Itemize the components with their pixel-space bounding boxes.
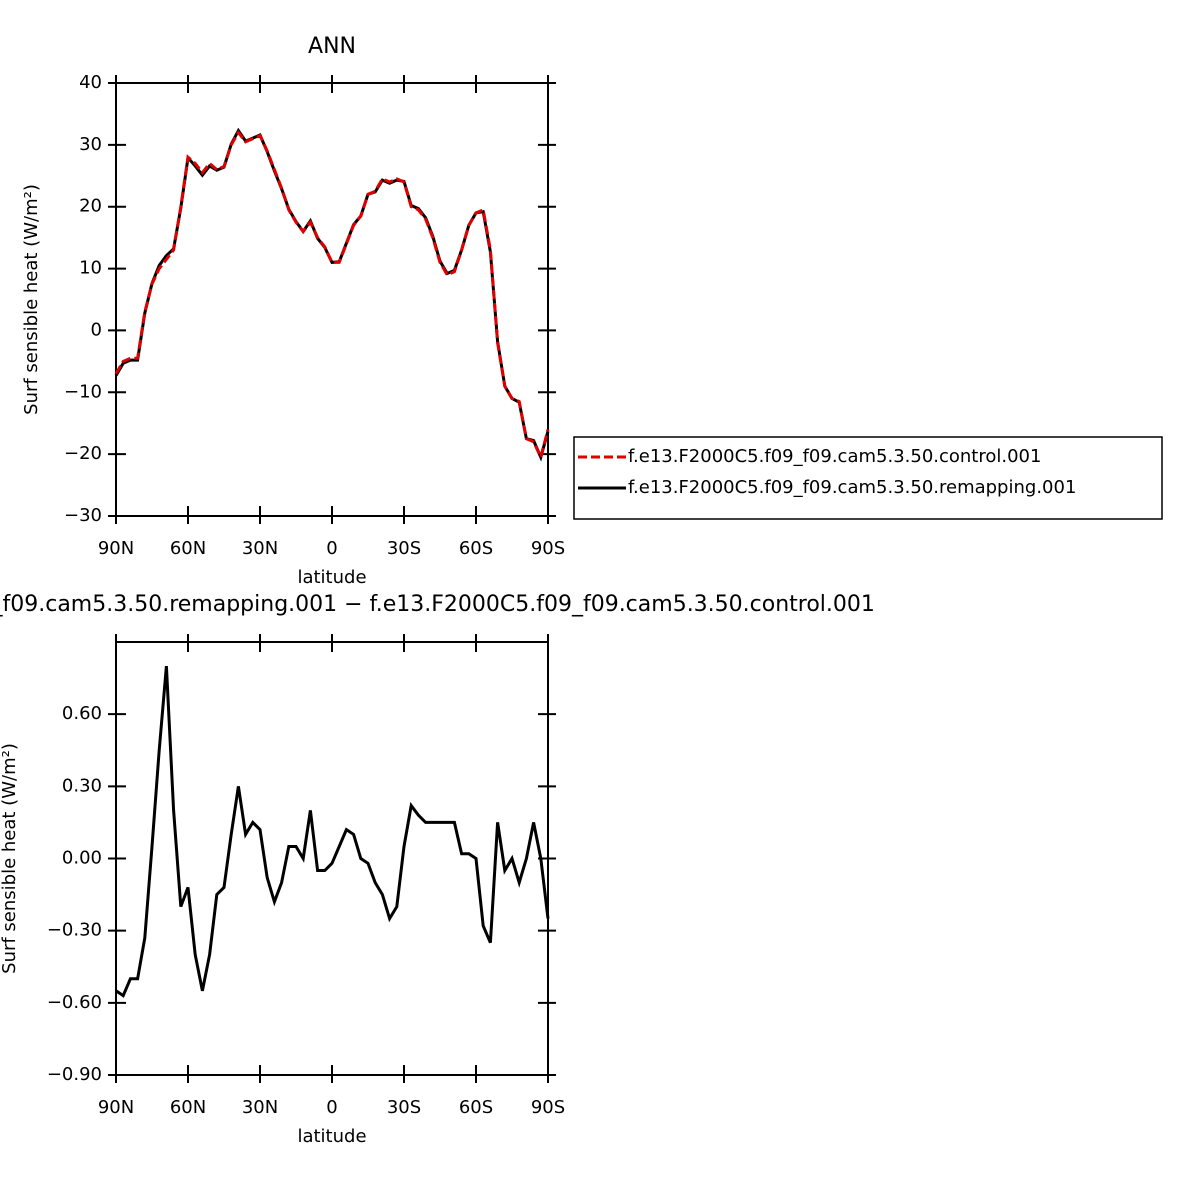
plot-frame — [115, 641, 549, 1076]
y-tick-label: 0.30 — [62, 775, 102, 796]
y-tick-label: 0.00 — [62, 848, 102, 869]
x-tick-label: 30N — [242, 1097, 278, 1118]
x-tick-label: 0 — [326, 538, 337, 559]
x-tick-label: 0 — [326, 1097, 337, 1118]
y-axis-label: Surf sensible heat (W/m²) — [21, 184, 42, 415]
plot-frame — [115, 82, 549, 517]
x-tick-label: 90S — [531, 538, 565, 559]
y-tick-label: −20 — [64, 443, 102, 464]
x-tick-label: 30N — [242, 538, 278, 559]
y-tick-label: −30 — [64, 505, 102, 526]
y-tick-label: −10 — [64, 381, 102, 402]
y-tick-label: 0 — [91, 319, 102, 340]
x-tick-label: 30S — [387, 538, 421, 559]
y-tick-label: 0.60 — [62, 703, 102, 724]
x-tick-label: 30S — [387, 1097, 421, 1118]
x-tick-label: 60N — [170, 1097, 206, 1118]
data-line — [115, 665, 550, 998]
chart-title: f.e13.F2000C5.f09_f09.cam5.3.50.remappin… — [0, 592, 875, 617]
x-tick-label: 90S — [531, 1097, 565, 1118]
legend-label: f.e13.F2000C5.f09_f09.cam5.3.50.remappin… — [628, 477, 1076, 498]
chart-title: ANN — [308, 34, 356, 59]
x-tick-label: 90N — [98, 538, 134, 559]
x-axis-label: latitude — [297, 567, 366, 588]
y-tick-label: 40 — [79, 72, 102, 93]
y-axis-label: Surf sensible heat (W/m²) — [0, 743, 20, 974]
y-tick-label: −0.30 — [47, 920, 102, 941]
y-tick-label: −0.60 — [47, 992, 102, 1013]
data-line — [114, 129, 550, 462]
y-tick-label: 20 — [79, 196, 102, 217]
x-tick-label: 60S — [459, 1097, 493, 1118]
legend-box — [573, 436, 1163, 520]
x-tick-label: 60S — [459, 538, 493, 559]
x-tick-label: 60N — [170, 538, 206, 559]
legend-label: f.e13.F2000C5.f09_f09.cam5.3.50.control.… — [628, 446, 1041, 467]
y-tick-label: 30 — [79, 134, 102, 155]
x-axis-label: latitude — [297, 1126, 366, 1147]
x-tick-label: 90N — [98, 1097, 134, 1118]
y-tick-label: 10 — [79, 258, 102, 279]
y-tick-label: −0.90 — [47, 1064, 102, 1085]
